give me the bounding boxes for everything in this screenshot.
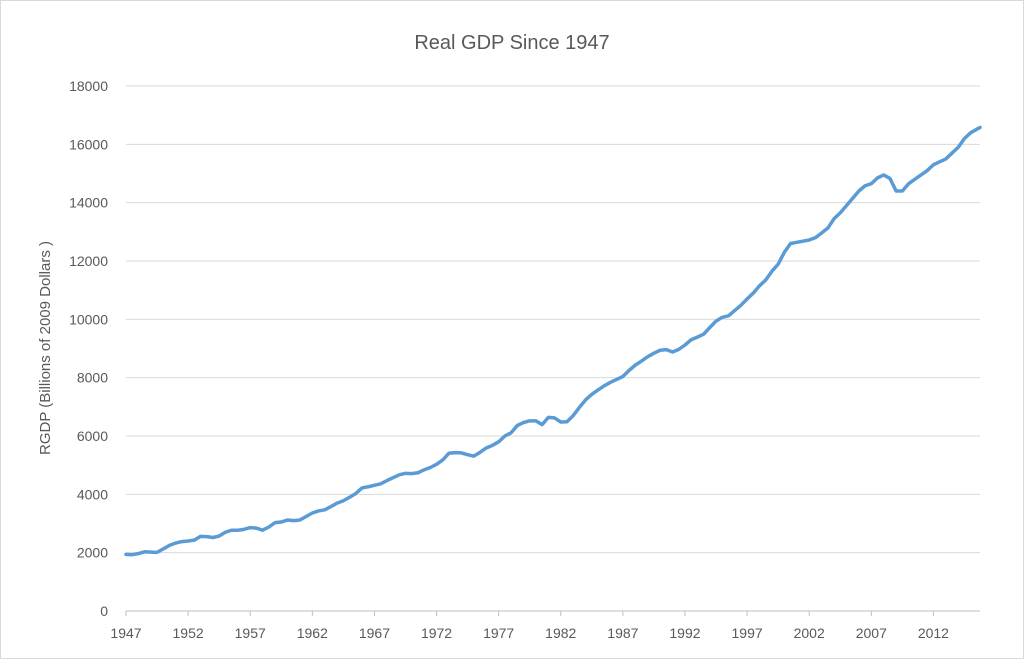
y-tick-label: 10000 xyxy=(69,311,108,327)
x-tick-label: 1987 xyxy=(607,625,638,641)
x-tick-label: 1957 xyxy=(235,625,266,641)
x-tick-label: 1992 xyxy=(669,625,700,641)
y-tick-label: 2000 xyxy=(77,545,108,561)
x-tick-labels: 1947 1952 1957 1962 1967 1972 1977 1982 1987 1992… xyxy=(110,625,949,641)
x-tick-label: 2012 xyxy=(918,625,949,641)
y-tick-label: 18000 xyxy=(69,78,108,94)
x-tick-label: 1997 xyxy=(732,625,763,641)
y-tick-label: 12000 xyxy=(69,253,108,269)
x-tick-label: 2002 xyxy=(794,625,825,641)
y-tick-label: 8000 xyxy=(77,370,108,386)
y-tick-label: 16000 xyxy=(69,136,108,152)
y-axis-label: RGDP (Billions of 2009 Dollars ) xyxy=(37,241,54,455)
x-tick-label: 1962 xyxy=(297,625,328,641)
x-tick-label: 1952 xyxy=(173,625,204,641)
x-tick-label: 1947 xyxy=(110,625,141,641)
x-tick-label: 1982 xyxy=(545,625,576,641)
y-tick-label: 0 xyxy=(100,603,108,619)
series-line-0 xyxy=(124,125,982,557)
y-tick-label: 6000 xyxy=(77,428,108,444)
x-tick-label: 1977 xyxy=(483,625,514,641)
series-layer xyxy=(124,125,982,557)
x-tick-label: 1967 xyxy=(359,625,390,641)
gridlines xyxy=(126,85,980,554)
y-tick-label: 14000 xyxy=(69,195,108,211)
x-tick-label: 2007 xyxy=(856,625,887,641)
y-tick-label: 4000 xyxy=(77,486,108,502)
y-tick-labels: 0 2000 4000 6000 8000 10000 12000 14000 16000 180… xyxy=(69,78,108,619)
x-axis xyxy=(125,610,980,616)
chart-title: Real GDP Since 1947 xyxy=(414,32,609,54)
x-tick-label: 1972 xyxy=(421,625,452,641)
